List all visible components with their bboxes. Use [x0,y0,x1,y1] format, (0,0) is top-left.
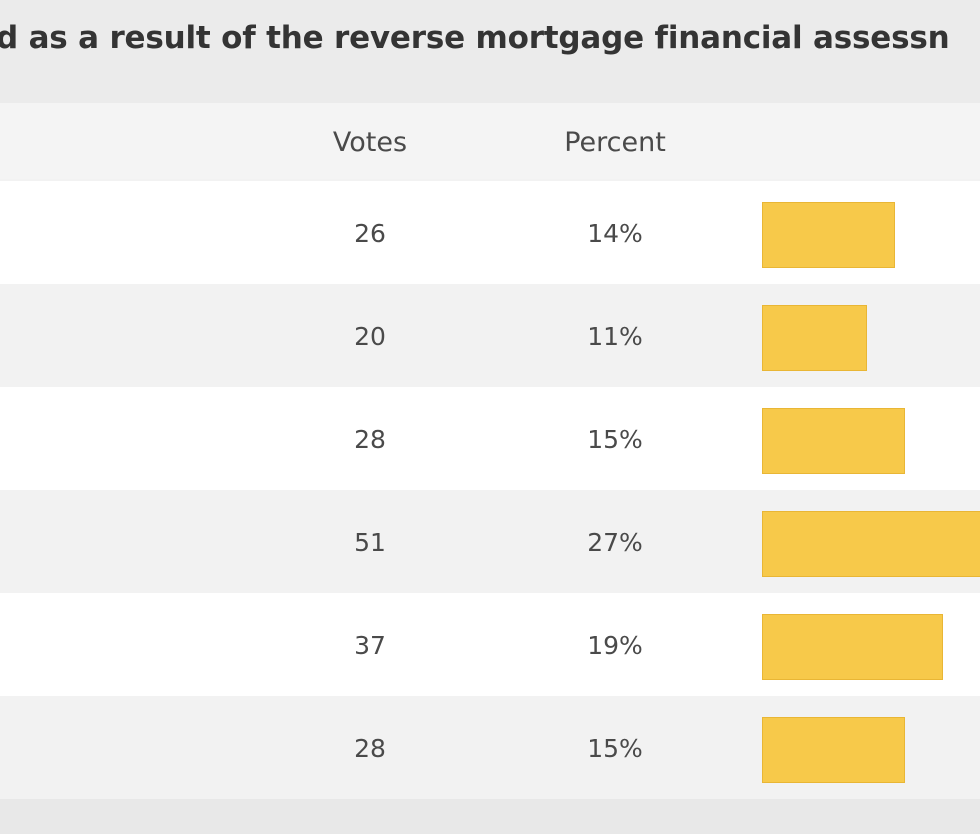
vote-count: 28 [354,734,386,763]
vote-percent: 14% [587,219,643,248]
result-row: 28 15% [0,387,980,490]
result-row: 20 11% [0,284,980,387]
percent-bar [762,614,943,680]
vote-percent: 27% [587,528,643,557]
votes-column-header: Votes [332,127,408,158]
vote-count: 28 [354,425,386,454]
result-row: 26 14% [0,181,980,284]
results-table-header: Votes Percent [0,103,980,179]
vote-percent: 15% [587,734,643,763]
vote-count: 20 [354,322,386,351]
footer-strip [0,799,980,834]
vote-count: 51 [354,528,386,557]
vote-count: 37 [354,631,386,660]
vote-percent: 19% [587,631,643,660]
vote-percent: 15% [587,425,643,454]
results-rows: 26 14% 20 11% 28 15% 51 27% 37 19% 28 15… [0,181,980,799]
result-row: 28 15% [0,696,980,799]
poll-question-title: d as a result of the reverse mortgage fi… [0,20,950,56]
vote-count: 26 [354,219,386,248]
result-row: 51 27% [0,490,980,593]
poll-results-panel: Votes Percent 26 14% 20 11% 28 15% 51 27… [0,103,980,799]
vote-percent: 11% [587,322,643,351]
percent-bar [762,202,895,268]
percent-bar [762,511,980,577]
result-row: 37 19% [0,593,980,696]
percent-bar [762,717,905,783]
percent-bar [762,305,867,371]
percent-column-header: Percent [564,127,666,158]
percent-bar [762,408,905,474]
